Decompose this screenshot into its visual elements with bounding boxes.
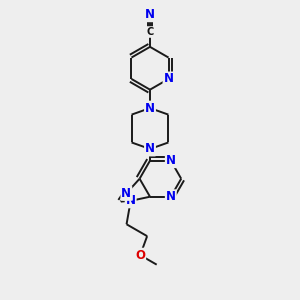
Text: N: N (166, 190, 176, 203)
Text: N: N (145, 102, 155, 115)
Text: N: N (122, 187, 131, 200)
Text: N: N (145, 142, 155, 155)
Text: N: N (126, 194, 136, 207)
Text: N: N (164, 73, 173, 85)
Text: O: O (135, 249, 145, 262)
Text: N: N (145, 8, 155, 21)
Text: C: C (146, 27, 154, 37)
Text: N: N (166, 154, 176, 167)
